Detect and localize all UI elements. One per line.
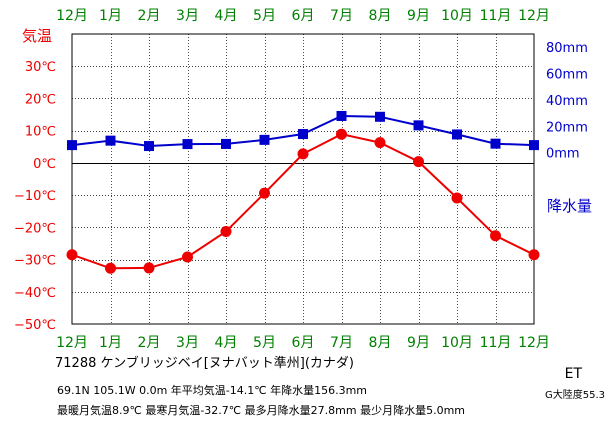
month-label-top: 5月 <box>253 8 276 24</box>
temperature-point <box>105 262 116 274</box>
month-label-bottom: 8月 <box>369 335 392 351</box>
temperature-axis-title: 気温 <box>22 27 52 45</box>
temperature-point <box>220 226 232 238</box>
station-extremes: 最暖月気温8.9℃ 最寒月気温-32.7℃ 最多月降水量27.8mm 最少月降水… <box>57 404 465 417</box>
month-label-bottom: 4月 <box>215 335 238 351</box>
month-label-top: 7月 <box>330 8 353 24</box>
precipitation-point <box>336 110 347 121</box>
temperature-point <box>413 156 424 168</box>
temperature-point <box>297 148 309 160</box>
temperature-point <box>374 137 386 149</box>
precipitation-point <box>413 120 424 131</box>
month-label-bottom: 9月 <box>407 335 430 351</box>
precipitation-point <box>182 139 193 150</box>
temperature-tick-label: −20℃ <box>14 221 56 236</box>
month-label-top: 4月 <box>215 8 238 24</box>
precipitation-point <box>529 140 539 151</box>
month-label-top: 3月 <box>176 8 199 24</box>
month-label-bottom: 5月 <box>253 335 276 351</box>
precipitation-tick-label: 20mm <box>546 120 588 135</box>
station-label: 71288 ケンブリッジベイ[ヌナバット準州](カナダ) <box>55 356 354 371</box>
temperature-point <box>336 128 347 140</box>
temperature-point <box>143 262 155 274</box>
month-label-bottom: 2月 <box>138 335 161 351</box>
precipitation-tick-label: 40mm <box>546 94 588 109</box>
temperature-tick-label: −10℃ <box>14 189 56 204</box>
precipitation-tick-label: 80mm <box>546 41 588 56</box>
month-label-bottom: 7月 <box>330 335 353 351</box>
continentality-label: G大陸度55.3 <box>544 390 605 401</box>
month-label-top: 12月 <box>518 8 550 24</box>
temperature-tick-label: 30℃ <box>25 60 56 75</box>
month-label-top: 10月 <box>441 8 473 24</box>
precipitation-point <box>490 138 501 149</box>
month-label-bottom: 12月 <box>56 335 88 351</box>
precipitation-axis-title: 降水量 <box>547 197 592 215</box>
precipitation-point <box>221 138 231 149</box>
temperature-tick-label: 10℃ <box>25 125 56 140</box>
temperature-point <box>259 187 270 199</box>
temperature-point <box>451 192 463 204</box>
month-label-top: 1月 <box>99 8 122 24</box>
month-label-bottom: 6月 <box>292 335 315 351</box>
precipitation-point <box>298 129 308 140</box>
climate-code: ET <box>564 366 582 382</box>
month-label-top: 8月 <box>369 8 392 24</box>
month-label-bottom: 12月 <box>518 335 550 351</box>
precipitation-tick-label: 60mm <box>546 68 588 83</box>
temperature-point <box>66 249 78 261</box>
temperature-point <box>528 249 540 261</box>
station-coordinates: 69.1N 105.1W 0.0m 年平均気温-14.1℃ 年降水量156.3m… <box>57 384 368 397</box>
month-label-top: 11月 <box>480 8 512 24</box>
month-label-top: 9月 <box>407 8 430 24</box>
month-label-bottom: 3月 <box>176 335 199 351</box>
month-label-bottom: 11月 <box>480 335 512 351</box>
precipitation-point <box>144 141 154 152</box>
temperature-tick-label: 20℃ <box>25 92 56 107</box>
precipitation-tick-label: 0mm <box>546 147 580 162</box>
temperature-point <box>490 230 501 242</box>
precipitation-point <box>375 111 385 122</box>
month-label-top: 6月 <box>292 8 315 24</box>
month-label-bottom: 1月 <box>99 335 122 351</box>
precipitation-point <box>105 135 116 146</box>
temperature-tick-label: −40℃ <box>14 286 56 301</box>
temperature-point <box>182 251 193 263</box>
month-label-bottom: 10月 <box>441 335 473 351</box>
month-label-top: 12月 <box>56 8 88 24</box>
precipitation-point <box>452 129 462 140</box>
temperature-tick-label: 0℃ <box>33 157 56 172</box>
temperature-tick-label: −30℃ <box>14 254 56 269</box>
month-label-top: 2月 <box>138 8 161 24</box>
precipitation-point <box>67 140 77 151</box>
plot-frame <box>71 33 535 325</box>
precipitation-point <box>259 134 270 145</box>
temperature-tick-label: −50℃ <box>14 318 56 333</box>
